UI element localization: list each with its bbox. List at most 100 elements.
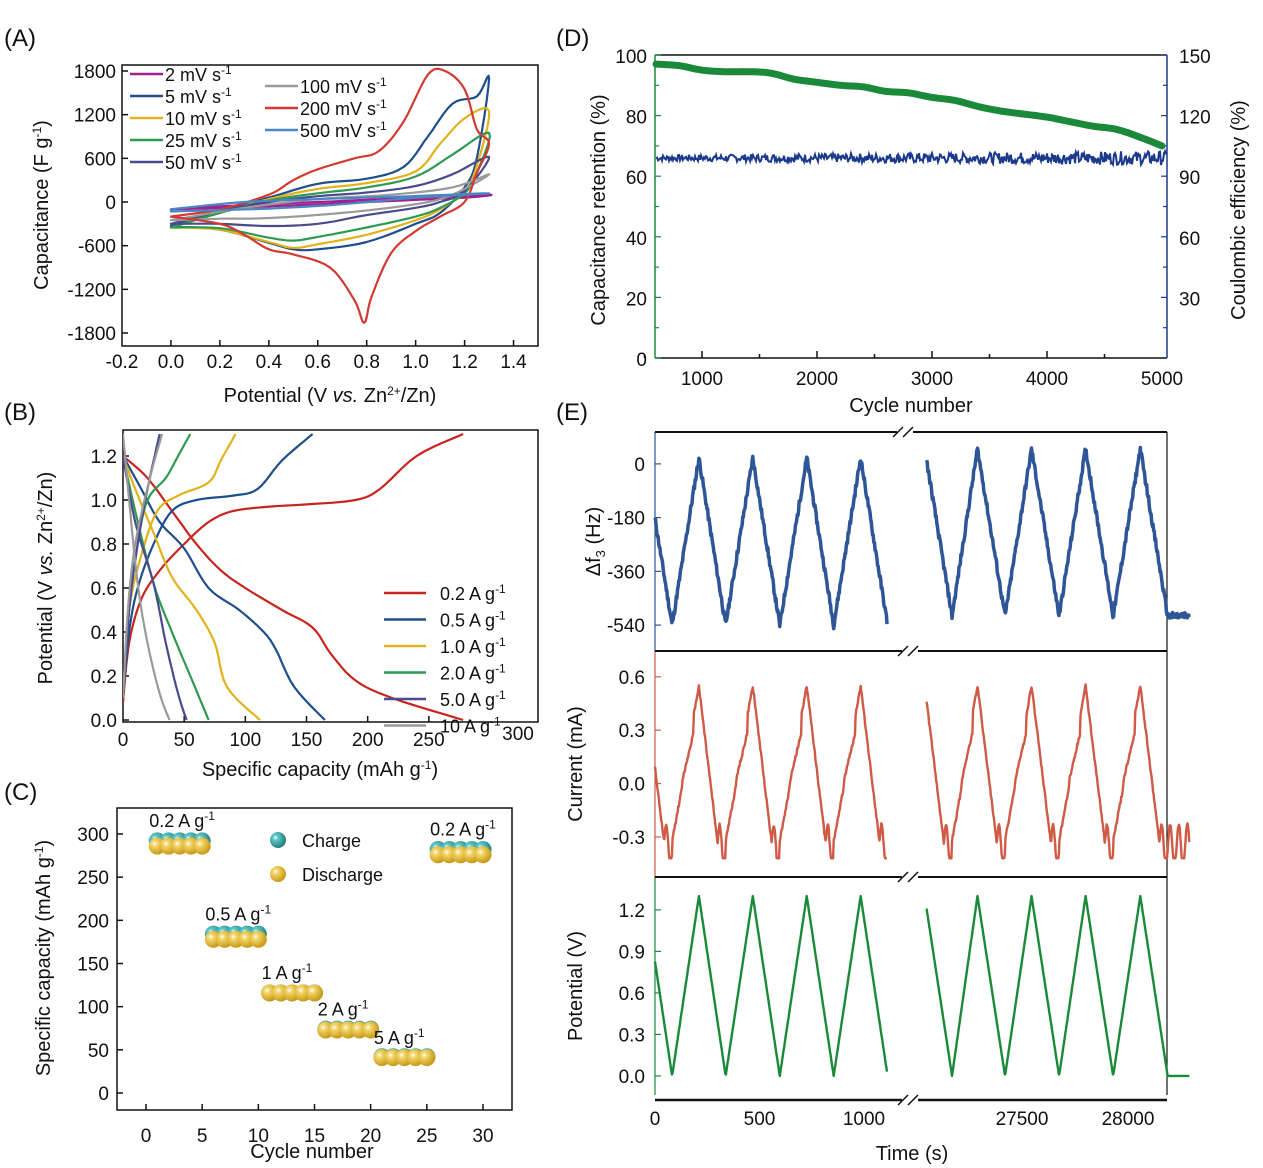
y-tick-label-left: 40: [626, 229, 647, 250]
x-tick-label: 0.0: [158, 352, 184, 373]
y-tick-label-right: 120: [1179, 108, 1211, 129]
y-tick-label: 600: [84, 149, 116, 170]
y-tick-label-left: 20: [626, 289, 647, 310]
y-tick-label: 50: [88, 1041, 109, 1062]
x-tick-label: 27500: [996, 1109, 1049, 1130]
legend-label: 2 mV s-1: [165, 63, 232, 85]
axis-break-gap: [902, 874, 918, 880]
current-trace: [925, 683, 1191, 860]
x-tick-label: 100: [229, 730, 261, 751]
y-tick-label-right: 90: [1179, 168, 1200, 189]
y-tick-label-right: 60: [1179, 229, 1200, 250]
axis-break-mark: [897, 1094, 909, 1106]
rate-annotation: 0.2 A g-1: [149, 809, 215, 831]
coulombic-efficiency-line: [655, 148, 1167, 168]
x-tick-label: 1.0: [402, 352, 428, 373]
axis-break-mark: [897, 871, 909, 883]
y-tick-label: 300: [77, 825, 109, 846]
axis-break-mark: [907, 1094, 919, 1106]
charge-curve-1: [123, 433, 314, 699]
panel-a-cv-curves: -0.2 0.0 0.2 0.4 0.6 0.8 1.0 1.2 1.4 1800 1200 600 0…: [30, 62, 539, 407]
y-tick-label: 0.8: [91, 535, 117, 556]
rate-annotation: 2 A g-1: [318, 997, 369, 1019]
x-tick-label: 1000: [681, 369, 723, 390]
plot-frame: [122, 429, 539, 723]
y-tick-label: 0.6: [619, 984, 645, 1005]
y-tick-label: 0: [98, 1084, 109, 1105]
delta_f3-trace: [653, 454, 889, 631]
y-tick-label: 0.0: [619, 775, 645, 796]
y-axis-label: Capacitance (F g-1): [30, 120, 53, 290]
rate-annotation: 0.5 A g-1: [205, 902, 271, 924]
discharge-curve-5: [123, 433, 171, 721]
y-tick-label: 100: [77, 998, 109, 1019]
panel-label-a: (A): [4, 25, 36, 52]
legend-label: 200 mV s-1: [300, 97, 387, 119]
y-tick-label: 250: [77, 868, 109, 889]
axis-break-gap: [902, 1097, 918, 1103]
plot-frame: [121, 64, 539, 347]
y-tick-label: -540: [607, 616, 645, 637]
panel-e-eqcm: 0 500 1000 27500 28000 Time (s) 0 -180 -360 -540 Δ…: [565, 426, 1191, 1165]
y-tick-label: -600: [78, 237, 116, 258]
y-axis-label: Δf3 (Hz): [583, 507, 608, 576]
legend-label: 10 mV s-1: [165, 107, 242, 129]
discharge-point: [193, 837, 211, 855]
y-tick-label: 1.2: [619, 901, 645, 922]
y-tick-label-left: 60: [626, 168, 647, 189]
discharge-point: [306, 984, 323, 1002]
axis-break-mark: [907, 645, 919, 657]
panel-label-e: (E): [556, 399, 588, 426]
y-axis-label-left: Capacitance retention (%): [588, 94, 610, 325]
x-tick-label: 0: [650, 1109, 661, 1130]
y-tick-label: 0: [105, 193, 116, 214]
x-axis-label: Time (s): [876, 1143, 949, 1165]
y-tick-label-right: 30: [1179, 289, 1200, 310]
discharge-curve-1: [123, 455, 326, 721]
potential-trace: [653, 894, 889, 1078]
current-trace: [653, 684, 888, 860]
y-tick-label: -1800: [67, 324, 116, 345]
panel-label-d: (D): [556, 25, 589, 52]
x-tick-label: 28000: [1102, 1109, 1155, 1130]
y-tick-label-left: 0: [636, 350, 647, 371]
x-tick-label: 1.4: [500, 352, 527, 373]
legend-label: 5 mV s-1: [165, 85, 232, 107]
legend-label: 2.0 A g-1: [440, 662, 506, 684]
discharge-point: [418, 1049, 436, 1067]
x-tick-label: 0: [118, 730, 129, 751]
y-tick-label: 150: [77, 955, 109, 976]
y-tick-label: 0.6: [91, 579, 117, 600]
y-tick-label: 200: [77, 911, 109, 932]
axis-break-mark: [897, 645, 909, 657]
y-tick-label-right: 150: [1179, 47, 1211, 68]
y-tick-label: -360: [607, 562, 645, 583]
y-axis-label: Specific capacity (mAh g-1): [32, 840, 55, 1076]
x-tick-label: 0.8: [353, 352, 379, 373]
x-tick-label: 0: [141, 1126, 152, 1147]
x-tick-label: 4000: [1026, 369, 1068, 390]
delta_f3-trace: [924, 445, 1191, 621]
cv-curve-6: [169, 67, 491, 324]
legend-discharge-marker: [270, 866, 286, 882]
x-axis-label: Specific capacity (mAh g-1): [202, 758, 438, 781]
x-tick-label: 300: [502, 724, 534, 745]
panel-label-b: (B): [4, 399, 36, 426]
x-tick-label: 1000: [843, 1109, 885, 1130]
y-tick-label: 0: [634, 455, 645, 476]
axis-break-mark: [902, 426, 914, 438]
x-tick-label: 50: [174, 730, 195, 751]
legend-charge-marker: [270, 832, 286, 848]
potential-trace: [925, 894, 1190, 1078]
cv-curve-7: [169, 192, 491, 213]
x-tick-label: 1.2: [451, 352, 477, 373]
discharge-point: [474, 846, 492, 864]
x-axis-label: Cycle number: [849, 395, 973, 417]
x-tick-label: 0.2: [207, 352, 233, 373]
panel-d-cycling-stability: 1000 2000 3000 4000 5000 0 20 40 60 80 100 30 60 90 12…: [588, 47, 1250, 417]
x-tick-label: 2000: [796, 369, 838, 390]
y-tick-label: -1200: [67, 280, 116, 301]
legend-label: 0.2 A g-1: [440, 582, 506, 604]
y-tick-label: 0.4: [91, 623, 118, 644]
